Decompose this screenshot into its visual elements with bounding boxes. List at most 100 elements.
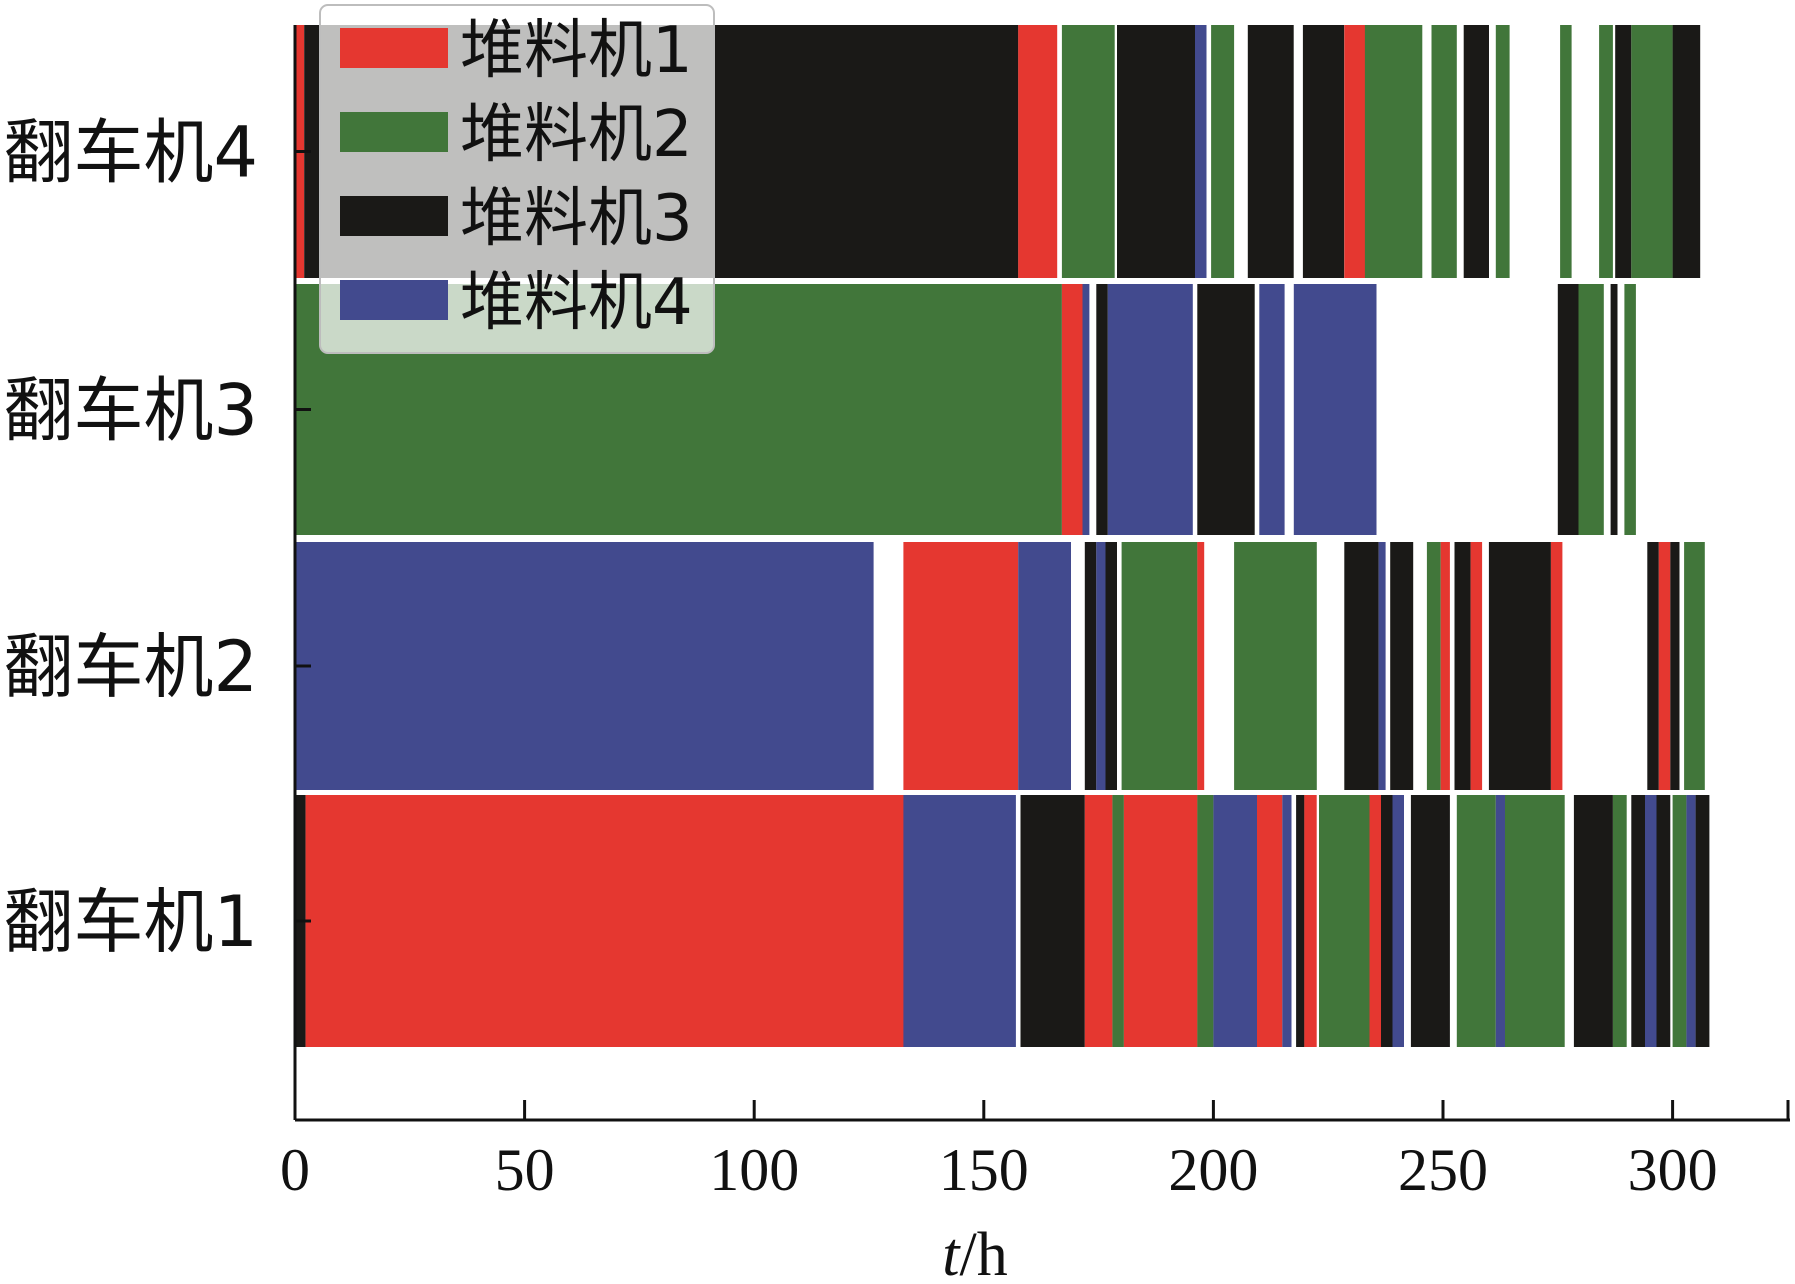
y-category-label-2: 翻车机2 bbox=[3, 626, 258, 708]
bar-segment-row3-11 bbox=[1610, 284, 1618, 535]
legend-label-3: 堆料机3 bbox=[460, 182, 693, 256]
bar-segment-row1-20 bbox=[1495, 795, 1505, 1047]
bar-segment-row4-15 bbox=[1560, 25, 1572, 278]
x-tick-label-300: 300 bbox=[1628, 1137, 1718, 1203]
bar-segment-row1-19 bbox=[1456, 795, 1496, 1047]
bar-segment-row4-7 bbox=[1211, 25, 1235, 278]
bar-segment-row2-21 bbox=[1670, 542, 1680, 790]
bar-segment-row3-5 bbox=[1107, 284, 1193, 535]
bar-segment-row1-8 bbox=[1197, 795, 1214, 1047]
bar-segment-row2-19 bbox=[1647, 542, 1659, 790]
bar-segment-row2-17 bbox=[1488, 542, 1551, 790]
bar-segment-row1-2 bbox=[305, 795, 904, 1047]
x-axis-title: t/h bbox=[942, 1221, 1007, 1284]
bar-segment-row2-7 bbox=[1121, 542, 1198, 790]
bar-segment-row4-8 bbox=[1247, 25, 1294, 278]
bar-segment-row2-9 bbox=[1234, 542, 1317, 790]
bar-segment-row1-12 bbox=[1296, 795, 1305, 1047]
legend-swatch-4 bbox=[340, 280, 448, 320]
bar-segment-row1-14 bbox=[1319, 795, 1370, 1047]
bar-segment-row1-3 bbox=[903, 795, 1016, 1047]
bar-segment-row4-17 bbox=[1615, 25, 1632, 278]
bar-segment-row1-23 bbox=[1612, 795, 1627, 1047]
bar-segment-row4-9 bbox=[1302, 25, 1345, 278]
y-category-label-3: 翻车机3 bbox=[3, 370, 258, 452]
bar-segment-row1-28 bbox=[1686, 795, 1696, 1047]
bar-segment-row2-10 bbox=[1344, 542, 1379, 790]
bar-segment-row1-18 bbox=[1410, 795, 1450, 1047]
bar-segment-row1-4 bbox=[1020, 795, 1085, 1047]
bar-segment-row1-15 bbox=[1369, 795, 1381, 1047]
bar-segment-row1-5 bbox=[1084, 795, 1113, 1047]
bar-segment-row1-27 bbox=[1672, 795, 1687, 1047]
bar-segment-row1-21 bbox=[1505, 795, 1565, 1047]
bar-segment-row2-3 bbox=[1018, 542, 1071, 790]
bar-segment-row2-5 bbox=[1096, 542, 1106, 790]
bar-segment-row4-12 bbox=[1431, 25, 1457, 278]
bar-segment-row3-10 bbox=[1578, 284, 1604, 535]
y-ticks: 翻车机1 翻车机2 翻车机3 翻车机4 bbox=[3, 112, 311, 963]
bar-segment-row1-6 bbox=[1112, 795, 1124, 1047]
legend-swatch-2 bbox=[340, 112, 448, 152]
bar-segment-row3-7 bbox=[1259, 284, 1285, 535]
bar-segment-row4-14 bbox=[1495, 25, 1510, 278]
bar-segment-row4-10 bbox=[1344, 25, 1365, 278]
x-tick-label-0: 0 bbox=[280, 1137, 310, 1203]
bar-segment-row2-11 bbox=[1378, 542, 1386, 790]
bar-segment-row1-29 bbox=[1695, 795, 1710, 1047]
bar-segment-row4-6 bbox=[1195, 25, 1207, 278]
bar-segment-row3-9 bbox=[1557, 284, 1579, 535]
bar-segment-row3-4 bbox=[1096, 284, 1108, 535]
axes-layer bbox=[293, 25, 1790, 1122]
bar-segment-row3-8 bbox=[1293, 284, 1377, 535]
legend-label-1: 堆料机1 bbox=[460, 14, 693, 88]
bar-segment-row2-15 bbox=[1454, 542, 1471, 790]
bar-segment-row2-13 bbox=[1426, 542, 1441, 790]
legend-label-4: 堆料机4 bbox=[460, 266, 693, 340]
x-axis-title-italic: t bbox=[942, 1221, 961, 1284]
bar-segment-row2-22 bbox=[1684, 542, 1705, 790]
bar-segment-row4-5 bbox=[1117, 25, 1196, 278]
bar-segment-row4-13 bbox=[1463, 25, 1489, 278]
bar-segment-row1-7 bbox=[1123, 795, 1198, 1047]
bar-segment-row2-20 bbox=[1658, 542, 1671, 790]
x-ticks: 0 50 100 150 200 250 300 bbox=[280, 1100, 1790, 1203]
bar-segment-row2-14 bbox=[1440, 542, 1450, 790]
bar-segment-row4-19 bbox=[1672, 25, 1701, 278]
x-tick-label-150: 150 bbox=[939, 1137, 1029, 1203]
bar-segment-row3-12 bbox=[1624, 284, 1636, 535]
x-tick-label-250: 250 bbox=[1398, 1137, 1488, 1203]
bar-segment-row4-11 bbox=[1364, 25, 1423, 278]
bar-segment-row1-25 bbox=[1645, 795, 1657, 1047]
bar-segment-row1-17 bbox=[1392, 795, 1404, 1047]
bar-segment-row1-9 bbox=[1213, 795, 1257, 1047]
legend-label-2: 堆料机2 bbox=[460, 98, 693, 172]
y-category-label-1: 翻车机1 bbox=[3, 881, 258, 963]
bar-segment-row2-8 bbox=[1197, 542, 1205, 790]
legend-swatch-1 bbox=[340, 28, 448, 68]
bar-segment-row4-3 bbox=[1018, 25, 1058, 278]
x-tick-label-50: 50 bbox=[495, 1137, 555, 1203]
bar-segment-row1-10 bbox=[1257, 795, 1283, 1047]
legend-box bbox=[319, 4, 715, 354]
bar-segment-row3-3 bbox=[1082, 284, 1090, 535]
bar-segment-row1-26 bbox=[1656, 795, 1671, 1047]
x-tick-label-100: 100 bbox=[709, 1137, 799, 1203]
bar-segment-row2-4 bbox=[1084, 542, 1097, 790]
bar-segment-row1-24 bbox=[1631, 795, 1646, 1047]
legend: 堆料机1 堆料机2 堆料机3 堆料机4 bbox=[319, 4, 715, 354]
bar-segment-row2-2 bbox=[903, 542, 1019, 790]
bar-segment-row4-18 bbox=[1631, 25, 1673, 278]
y-category-label-4: 翻车机4 bbox=[3, 112, 258, 194]
bar-segment-row4-16 bbox=[1599, 25, 1613, 278]
bar-segment-row2-6 bbox=[1105, 542, 1117, 790]
bar-segment-row3-2 bbox=[1061, 284, 1083, 535]
bar-segment-row2-1 bbox=[295, 542, 874, 790]
bar-segment-row1-13 bbox=[1304, 795, 1317, 1047]
x-tick-label-200: 200 bbox=[1168, 1137, 1258, 1203]
bar-segment-row1-22 bbox=[1573, 795, 1613, 1047]
bar-segment-row4-4 bbox=[1061, 25, 1115, 278]
bar-segment-row2-18 bbox=[1550, 542, 1563, 790]
bar-segment-row1-11 bbox=[1282, 795, 1292, 1047]
